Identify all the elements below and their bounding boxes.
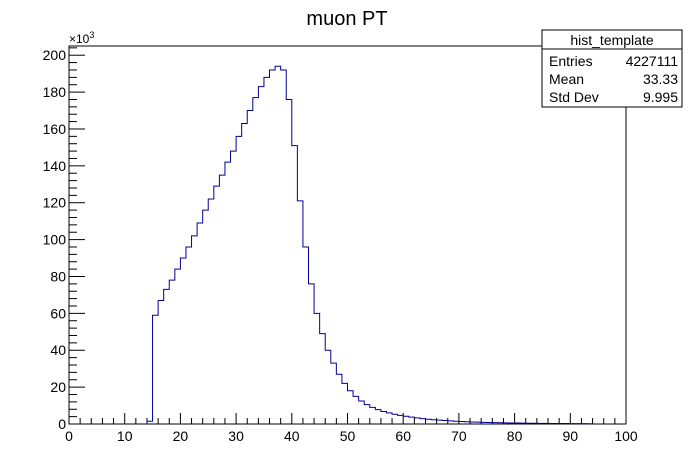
stats-entries-label: Entries — [549, 53, 593, 69]
stats-mean-value: 33.33 — [643, 71, 678, 87]
stats-box: hist_template Entries 4227111 Mean 33.33… — [541, 29, 683, 108]
y-tick-label: 120 — [43, 195, 67, 211]
y-multiplier-label: ×103 — [69, 30, 94, 46]
y-tick-label: 140 — [43, 158, 67, 174]
x-tick-label: 20 — [173, 428, 189, 444]
y-axis: 0 20 40 60 80 100 120 140 160 180 200 — [43, 47, 85, 432]
stats-entries-value: 4227111 — [626, 53, 679, 69]
stats-box-frame — [541, 29, 683, 108]
y-multiplier-base: ×10 — [69, 32, 90, 46]
x-tick-label: 100 — [614, 428, 638, 444]
y-tick-label: 60 — [50, 305, 66, 321]
y-tick-label: 160 — [43, 121, 67, 137]
stats-mean-label: Mean — [549, 71, 584, 87]
x-tick-label: 80 — [507, 428, 523, 444]
y-tick-label: 80 — [50, 268, 66, 284]
x-axis: 0 10 20 30 40 50 60 70 80 90 100 — [65, 413, 638, 444]
stats-title: hist_template — [570, 32, 653, 48]
stats-stddev-value: 9.995 — [643, 89, 678, 105]
stats-stddev-label: Std Dev — [549, 89, 599, 105]
x-tick-label: 60 — [395, 428, 411, 444]
y-tick-label: 40 — [50, 342, 66, 358]
x-tick-label: 0 — [65, 428, 73, 444]
x-tick-label: 70 — [451, 428, 467, 444]
x-tick-label: 40 — [284, 428, 300, 444]
histogram-series — [146, 65, 594, 425]
x-tick-label: 10 — [117, 428, 133, 444]
y-tick-label: 180 — [43, 84, 67, 100]
x-tick-label: 90 — [563, 428, 579, 444]
x-tick-label: 50 — [340, 428, 356, 444]
y-multiplier-exponent: 3 — [89, 30, 94, 40]
y-tick-label: 200 — [43, 47, 67, 63]
x-tick-label: 30 — [228, 428, 244, 444]
y-tick-label: 0 — [58, 416, 66, 432]
y-tick-label: 100 — [43, 232, 67, 248]
chart-title: muon PT — [306, 8, 387, 30]
y-tick-label: 20 — [50, 379, 66, 395]
